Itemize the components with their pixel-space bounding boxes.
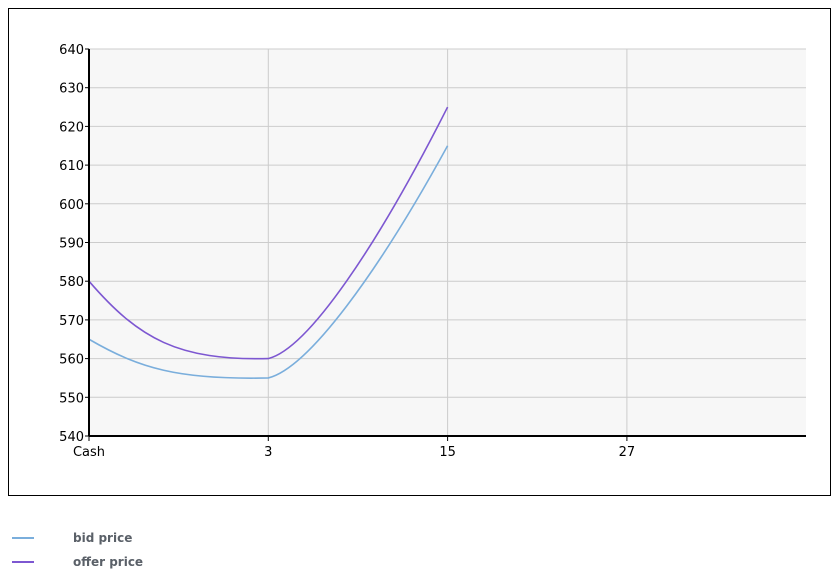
legend-label-offer: offer price — [73, 555, 144, 569]
legend: bid price offer price — [12, 526, 143, 574]
y-tick-label-590: 590 — [59, 237, 84, 252]
y-tick-label-630: 630 — [59, 82, 84, 97]
y-tick-labels: 540 550 560 570 580 590 600 610 620 630 640 — [59, 43, 84, 445]
line-chart: 540 550 560 570 580 590 600 610 620 630 640 Cash 3 1… — [59, 43, 806, 460]
legend-swatch-bid — [12, 537, 34, 539]
x-tick-labels: Cash 3 15 27 — [73, 445, 635, 460]
y-tick-label-560: 560 — [59, 353, 84, 368]
legend-swatch-offer — [12, 561, 34, 563]
x-tick-label-Cash: Cash — [73, 445, 105, 460]
grid-lines — [89, 48, 806, 436]
legend-label-bid: bid price — [73, 531, 133, 545]
y-tick-label-620: 620 — [59, 120, 84, 135]
y-tick-label-550: 550 — [59, 391, 84, 406]
y-tick-label-600: 600 — [59, 198, 84, 213]
x-tick-label-27: 27 — [619, 445, 636, 460]
series-line-offer-price — [88, 106, 449, 360]
axes — [85, 48, 806, 441]
x-tick-label-3: 3 — [264, 445, 272, 460]
x-tick-label-15: 15 — [439, 445, 456, 460]
y-tick-label-570: 570 — [59, 314, 84, 329]
legend-item-bid-price[interactable]: bid price — [12, 526, 143, 550]
y-tick-label-540: 540 — [59, 430, 84, 445]
y-tick-label-640: 640 — [59, 43, 84, 58]
y-tick-label-580: 580 — [59, 275, 84, 290]
series-line-bid-price — [88, 145, 449, 379]
legend-item-offer-price[interactable]: offer price — [12, 550, 143, 574]
y-tick-label-610: 610 — [59, 159, 84, 174]
chart-frame: 540 550 560 570 580 590 600 610 620 630 640 Cash 3 1… — [8, 8, 831, 496]
